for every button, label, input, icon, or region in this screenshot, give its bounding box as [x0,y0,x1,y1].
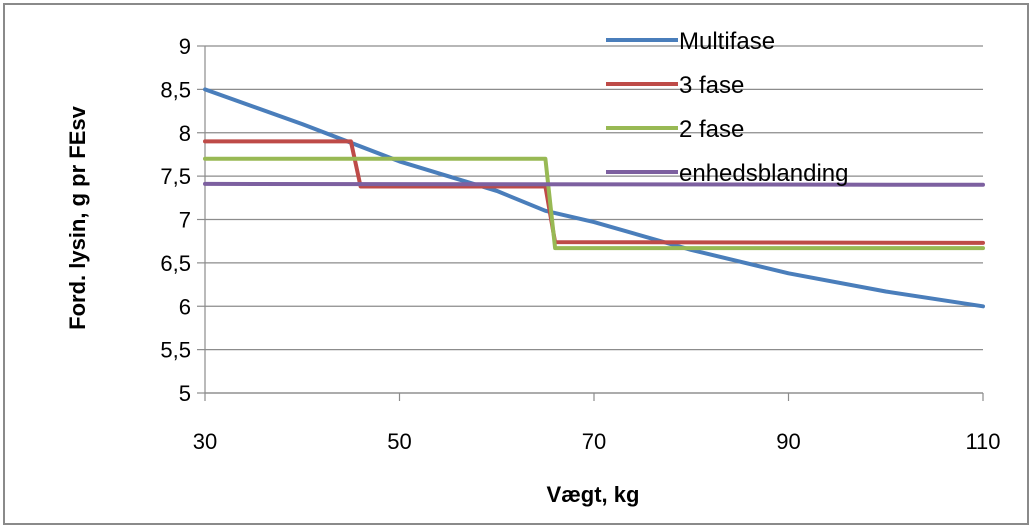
y-tick-label: 9 [179,34,191,59]
y-tick-label: 6,5 [160,251,191,276]
y-axis-title: Ford. lysin, g pr FEsv [65,105,90,329]
legend-label-0: Multifase [679,28,775,55]
grid-lines [205,45,983,394]
y-tick-label: 7 [179,208,191,233]
tick-labels: 5 5,5 6 6,5 7 7,5 8 8,5 9 30 50 70 90 110 [160,34,1000,454]
y-tick-label: 7,5 [160,164,191,189]
series-line-0 [203,87,985,309]
legend-label-1: 3 fase [679,72,744,99]
y-tick-label: 6 [179,294,191,319]
x-tick-label: 70 [582,429,606,454]
x-axis-title: Vægt, kg [547,482,640,507]
series-line-3 [203,181,985,187]
series-line-1 [203,139,985,245]
axes [197,45,984,401]
y-tick-label: 8,5 [160,77,191,102]
legend: Multifase 3 fase 2 fase enhedsblanding [606,28,849,187]
y-tick-label: 5 [179,381,191,406]
x-tick-label: 30 [193,429,217,454]
series-lines [203,87,985,309]
chart-frame [3,3,1029,525]
x-tick-label: 110 [965,429,1000,454]
series-line-2 [203,156,985,251]
y-tick-label: 8 [179,121,191,146]
legend-label-2: 2 fase [679,116,744,143]
x-tick-label: 50 [387,429,411,454]
legend-label-3: enhedsblanding [679,160,849,187]
y-tick-label: 5,5 [160,338,191,363]
x-tick-label: 90 [776,429,800,454]
